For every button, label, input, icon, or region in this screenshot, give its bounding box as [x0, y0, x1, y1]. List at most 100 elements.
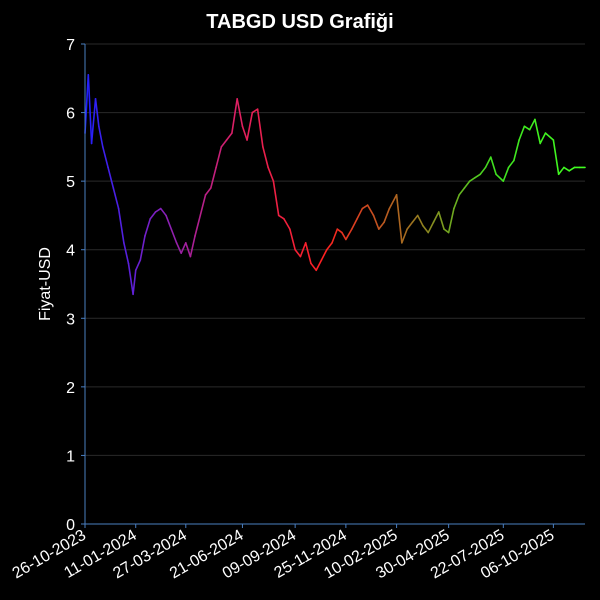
series-segment: [139, 235, 146, 261]
series-segment: [84, 74, 90, 134]
y-tick-label: 4: [66, 243, 75, 260]
series-segment: [159, 207, 167, 217]
series-segment: [401, 228, 408, 244]
series-segment: [277, 214, 285, 220]
series-segment: [256, 108, 264, 148]
series-segment: [479, 166, 487, 176]
series-segment: [372, 214, 380, 230]
series-segment: [552, 139, 560, 176]
series-segment: [236, 98, 244, 128]
series-segment: [341, 231, 347, 241]
series-segment: [427, 221, 435, 234]
series-segment: [544, 132, 555, 141]
series-segment: [468, 176, 476, 182]
series-segment: [94, 98, 100, 128]
series-segment: [175, 242, 182, 254]
y-tick-label: 3: [66, 311, 75, 328]
y-tick-labels: 0 1 2 3 4 5 6 7: [66, 37, 75, 534]
series-segment: [458, 187, 466, 196]
series-segment: [194, 214, 202, 237]
series-segment: [411, 214, 419, 224]
series-segment: [189, 235, 196, 258]
series-segment: [165, 214, 173, 230]
series-segment: [422, 224, 430, 234]
y-tick-label: 2: [66, 380, 75, 397]
series-segment: [345, 228, 353, 241]
series-segment: [366, 204, 375, 217]
series-segment: [251, 108, 259, 114]
series-segment: [518, 125, 526, 141]
series-segment: [267, 166, 275, 182]
series-segment: [144, 218, 152, 237]
series-segment: [90, 98, 97, 145]
series-segment: [134, 259, 142, 272]
series-segment: [320, 248, 328, 261]
grid-lines: [81, 43, 585, 525]
series-segment: [388, 194, 398, 210]
series-segment: [539, 132, 547, 145]
series-segment: [513, 139, 520, 162]
series-segment: [149, 211, 157, 220]
series-segment: [241, 125, 248, 141]
y-tick-label: 6: [66, 106, 75, 123]
series-segment: [350, 218, 358, 230]
series-segment: [447, 207, 455, 234]
series-segment: [204, 187, 212, 196]
series-segment: [123, 242, 130, 265]
y-tick-label: 7: [66, 37, 75, 54]
series-segment: [154, 207, 162, 213]
series-segment: [534, 118, 542, 145]
series-segment: [361, 204, 369, 210]
series-segment: [383, 207, 391, 224]
series-segment: [474, 173, 482, 179]
y-tick-label: 0: [66, 517, 75, 534]
x-tick-labels: 26-10-202311-01-202427-03-202421-06-2024…: [10, 524, 557, 582]
series-segment: [568, 166, 576, 172]
series-segment: [210, 166, 217, 189]
series-segment: [406, 221, 414, 230]
series-segment: [523, 125, 531, 131]
series-segment: [215, 146, 223, 169]
series-segment: [416, 214, 424, 227]
series-segment: [325, 242, 333, 251]
series-segment: [246, 111, 254, 141]
series-segment: [563, 166, 570, 172]
series-segment: [489, 156, 497, 176]
y-tick-label: 5: [66, 174, 75, 191]
series-segment: [289, 228, 296, 251]
series-segment: [453, 194, 460, 210]
series-segment: [495, 173, 505, 182]
series-segment: [356, 207, 364, 220]
series-segment: [283, 218, 291, 230]
series-segment: [528, 118, 536, 131]
series-segment: [231, 98, 238, 134]
series-segment: [294, 248, 302, 258]
y-tick-label: 1: [66, 448, 75, 465]
price-series: [84, 74, 586, 296]
series-segment: [117, 207, 125, 244]
chart-title: TABGD USD Grafiği: [206, 11, 393, 33]
series-segment: [132, 269, 137, 296]
series-segment: [112, 187, 120, 210]
series-segment: [184, 242, 192, 258]
series-segment: [272, 180, 280, 217]
series-segment: [502, 166, 510, 182]
series-segment: [507, 159, 515, 169]
series-segment: [557, 166, 565, 176]
series-segment: [310, 262, 318, 272]
series-segment: [331, 228, 339, 244]
series-segment: [199, 194, 207, 217]
series-segment: [127, 262, 134, 296]
series-segment: [98, 125, 104, 148]
series-segment: [299, 242, 307, 258]
series-segment: [101, 146, 109, 169]
series-segment: [395, 194, 403, 244]
series-segment: [170, 228, 178, 244]
series-segment: [443, 228, 450, 234]
series-segment: [107, 166, 115, 189]
series-segment: [315, 259, 323, 272]
series-segment: [304, 242, 312, 265]
y-axis-label: Fiyat-USD: [37, 247, 54, 321]
series-segment: [484, 156, 492, 169]
